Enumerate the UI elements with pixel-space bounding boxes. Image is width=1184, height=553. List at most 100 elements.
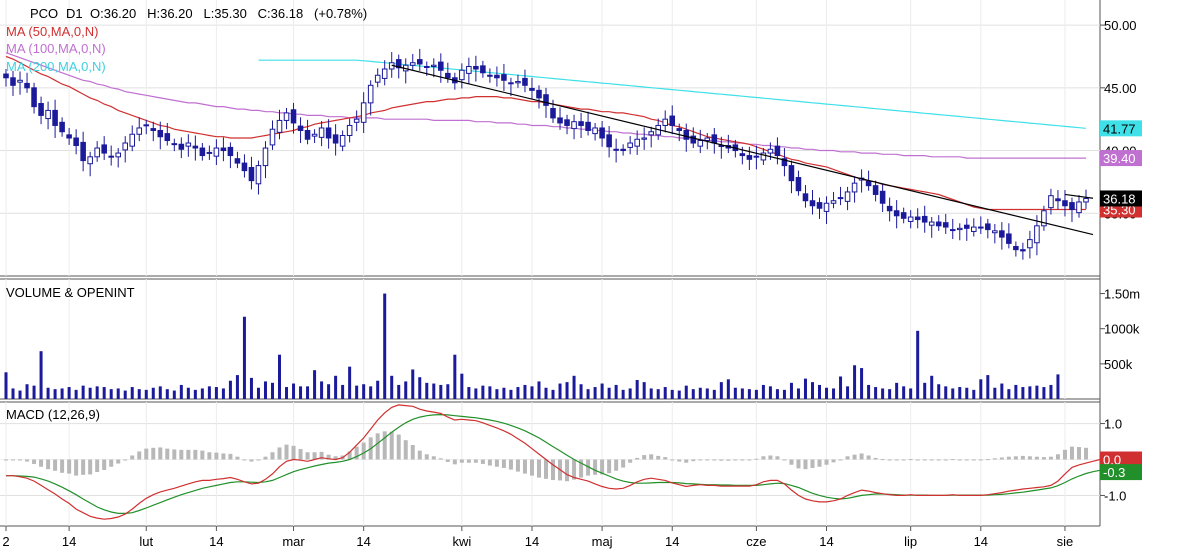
macd-histogram-bar [249,459,254,462]
volume-bar [965,387,969,399]
volume-bar [656,389,660,399]
candle-body [445,72,451,79]
candle-body [409,62,416,66]
candle-body [304,129,311,140]
candle-body [1013,246,1019,251]
candle-body [942,222,949,228]
candle-body [431,64,437,67]
volume-bar [810,382,814,399]
volume-bar [600,383,604,399]
macd-tick-label: -1.0 [1104,488,1126,503]
macd-badge-bg [1100,464,1142,481]
macd-histogram-bar [137,451,142,460]
time-tick-label: 14 [209,534,223,549]
candle-body [80,141,86,162]
candle-body [753,155,760,158]
volume-bar [979,379,983,399]
legend-ma50: MA (50,MA,0,N) [6,24,98,39]
macd-histogram-bar [452,459,457,465]
volume-bar [502,387,506,399]
macd-histogram-bar [691,459,696,462]
macd-histogram-bar [46,459,51,470]
volume-bar [916,330,920,399]
volume-bar [1007,389,1011,399]
candle-body [122,142,129,151]
candle-body [108,155,114,158]
macd-histogram-bar [102,459,107,470]
candle-body [718,145,725,148]
macd-histogram-bar [382,431,387,460]
macd-histogram-bar [677,459,682,462]
volume-bar [81,385,85,399]
candle-body [248,166,255,182]
candle-body [999,230,1005,238]
time-tick-label: sie [1057,534,1074,549]
volume-bar [432,383,436,399]
candle-body [606,134,612,148]
macd-histogram-bar [733,459,738,461]
macd-histogram-bar [130,455,135,460]
volume-bar [698,387,702,399]
macd-histogram-bar [326,454,331,460]
macd-histogram-bar [270,452,275,460]
candle-body [255,165,262,185]
candle-body [935,221,942,227]
price-badge-bg [1100,190,1142,207]
candle-body [515,81,521,84]
macd-histogram-bar [74,459,79,476]
macd-histogram-bar [333,456,338,460]
grid-lines [0,0,1100,526]
candle-body [234,158,241,164]
volume-bar [158,386,162,399]
candle-body [487,74,493,77]
volume-tick-label: 1000k [1104,322,1140,337]
volume-bar [439,384,443,399]
volume-bar [726,379,730,399]
macd-histogram-bar [950,459,955,461]
volume-bar [481,385,485,399]
candle-body [395,59,402,69]
volume-bar [376,380,380,399]
macd-histogram-bar [936,459,941,461]
volume-bar [425,382,429,399]
axis-labels: 35.0040.0045.0050.00500k1000k1.50m-1.01.… [2,18,1140,549]
volume-bar [242,316,246,399]
candle-body [192,145,199,149]
ohlc-readout: O:36.20 H:36.20 L:35.30 C:36.18 (+0.78%) [90,6,367,21]
macd-histogram-bar [95,459,100,472]
volume-bar [88,387,92,399]
macd-histogram-bar [985,459,990,461]
volume-bar [951,388,955,399]
candle-body [620,148,626,152]
macd-histogram-bar [719,459,724,461]
volume-bar [775,389,779,399]
volume-bar [383,293,387,399]
volume-bar [453,354,457,399]
volume-bar [179,384,183,399]
volume-bar [53,389,57,399]
macd-histogram-bar [838,459,843,461]
macd-histogram-bar [214,452,219,460]
candle-body [73,137,79,147]
volume-bar [263,381,267,399]
macd-histogram-bar [424,454,429,460]
macd-histogram-bar [256,459,261,461]
macd-histogram-bar [621,459,626,468]
volume-bar [782,389,786,399]
macd-histogram-bar [901,459,906,461]
volume-bar [993,387,997,399]
candle-body [536,89,542,99]
candle-body [613,148,619,151]
macd-histogram-bar [235,456,240,460]
macd-histogram-bar [712,459,717,461]
candle-body [164,133,171,142]
volume-bar [684,385,688,399]
candle-body [978,226,984,229]
macd-histogram-bar [775,456,780,460]
volume-bar [719,382,723,399]
candle-body [157,129,164,138]
volume-bar [418,377,422,399]
candle-body [557,117,563,124]
